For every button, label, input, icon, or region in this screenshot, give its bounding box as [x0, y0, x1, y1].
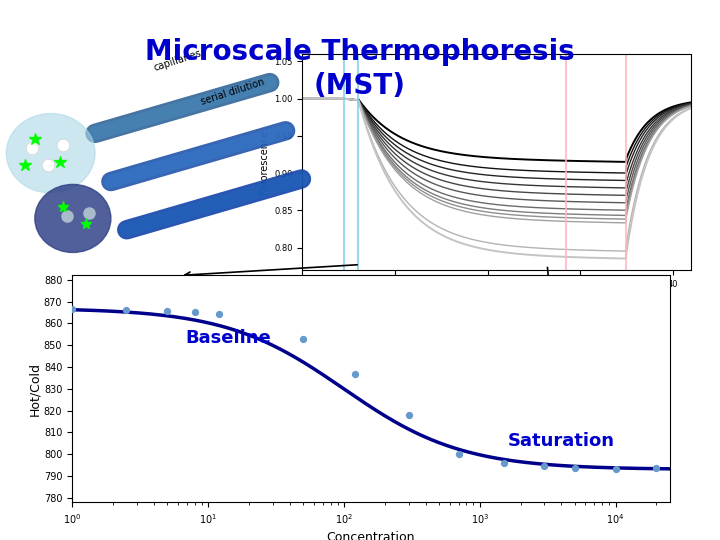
Point: [402, 410, 414, 419]
X-axis label: Time [s]: Time [s]: [477, 294, 517, 304]
Text: Microscale Thermophoresis
(MST): Microscale Thermophoresis (MST): [145, 38, 575, 100]
Text: Saturation: Saturation: [508, 431, 616, 449]
Point: [651, 464, 662, 472]
Y-axis label: Fluorescence: Fluorescence: [258, 130, 269, 194]
Point: [498, 458, 509, 467]
Point: [610, 465, 621, 474]
Point: [453, 450, 464, 458]
Point: [213, 309, 225, 318]
Point: [189, 308, 200, 317]
Text: capillaries: capillaries: [152, 48, 202, 73]
Y-axis label: Hot/Cold: Hot/Cold: [28, 362, 41, 416]
Point: [66, 305, 78, 314]
Text: serial dilution: serial dilution: [199, 77, 266, 107]
Point: [120, 306, 132, 315]
Text: Baseline: Baseline: [186, 329, 271, 347]
Point: [539, 462, 550, 470]
Circle shape: [6, 113, 95, 193]
Point: [348, 369, 360, 378]
X-axis label: Concentration: Concentration: [327, 531, 415, 540]
Point: [569, 464, 580, 472]
Circle shape: [35, 185, 111, 252]
Point: [297, 334, 309, 343]
Point: [161, 307, 173, 316]
